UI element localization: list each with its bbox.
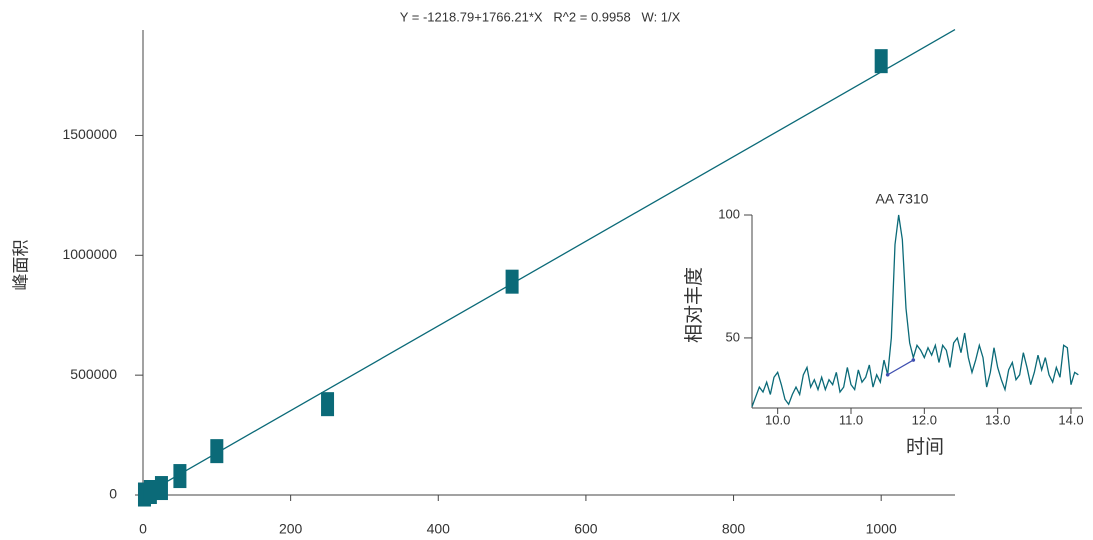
x-tick-label: 800: [722, 521, 746, 537]
annotation: AA 7310: [876, 191, 929, 207]
y-tick-label: 1500000: [62, 126, 117, 142]
trace: [751, 214, 1079, 407]
y-axis-label: 峰面积: [11, 240, 30, 291]
data-point: [173, 464, 187, 489]
y-tick-label: 1000000: [62, 246, 117, 262]
y-tick-label: 50: [726, 329, 740, 344]
y-tick-label: 500000: [70, 366, 117, 382]
y-tick-label: 100: [718, 206, 740, 221]
y-tick-label: 0: [109, 486, 117, 502]
baseline-point: [885, 373, 890, 377]
data-point: [143, 480, 157, 505]
data-point: [154, 476, 168, 501]
x-tick-label: 400: [427, 521, 451, 537]
x-tick-label: 0: [139, 521, 147, 537]
data-point: [210, 439, 224, 464]
x-tick-label: 13.0: [985, 412, 1010, 427]
inset-y-axis-label: 相对丰度: [683, 267, 705, 343]
x-tick-label: 200: [279, 521, 303, 537]
chart-title: Y = -1218.79+1766.21*X R^2 = 0.9958 W: 1…: [400, 9, 681, 24]
data-point: [321, 392, 335, 417]
fit-line: [142, 29, 956, 496]
data-point: [505, 269, 519, 294]
x-tick-label: 12.0: [912, 412, 937, 427]
x-tick-label: 14.0: [1058, 412, 1083, 427]
integration-baseline: [887, 359, 914, 376]
x-tick-label: 11.0: [839, 412, 863, 427]
inset-x-axis-label: 时间: [906, 436, 944, 458]
x-tick-label: 600: [574, 521, 598, 537]
x-tick-label: 1000: [866, 521, 897, 537]
baseline-point: [911, 358, 916, 362]
x-tick-label: 10.0: [765, 412, 790, 427]
data-point: [874, 49, 888, 74]
